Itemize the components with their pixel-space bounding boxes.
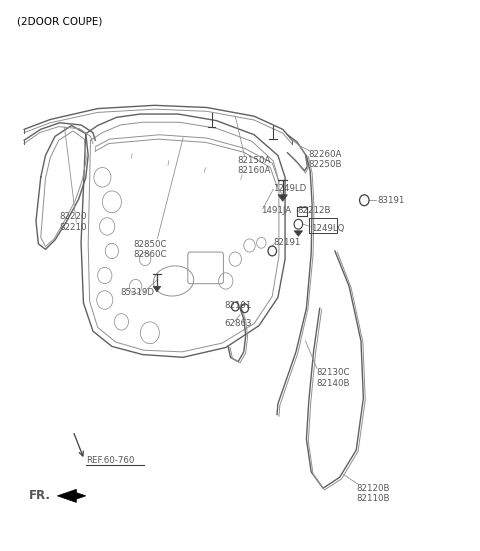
Polygon shape bbox=[278, 195, 288, 201]
Text: 83191: 83191 bbox=[378, 196, 405, 205]
Text: 82191: 82191 bbox=[225, 301, 252, 310]
Text: 62863: 62863 bbox=[225, 319, 252, 328]
Text: 1249LD: 1249LD bbox=[273, 183, 306, 193]
Text: 82260A
82250B: 82260A 82250B bbox=[309, 150, 342, 170]
Text: FR.: FR. bbox=[29, 489, 51, 503]
Polygon shape bbox=[57, 489, 86, 503]
Text: REF.60-760: REF.60-760 bbox=[86, 456, 134, 466]
Text: 82212B: 82212B bbox=[297, 206, 330, 214]
Text: 85319D: 85319D bbox=[120, 289, 155, 298]
Text: 82120B
82110B: 82120B 82110B bbox=[356, 484, 390, 503]
Text: 82220
82210: 82220 82210 bbox=[60, 212, 87, 232]
Text: 1491JA: 1491JA bbox=[261, 206, 291, 214]
Polygon shape bbox=[294, 231, 302, 236]
Text: (2DOOR COUPE): (2DOOR COUPE) bbox=[17, 17, 102, 26]
Polygon shape bbox=[153, 287, 161, 292]
Text: 82191: 82191 bbox=[273, 238, 300, 247]
Text: 82850C
82860C: 82850C 82860C bbox=[133, 240, 167, 260]
Text: 82130C
82140B: 82130C 82140B bbox=[316, 368, 349, 387]
Text: 82150A
82160A: 82150A 82160A bbox=[238, 155, 271, 175]
Text: 1249LQ: 1249LQ bbox=[311, 224, 345, 233]
